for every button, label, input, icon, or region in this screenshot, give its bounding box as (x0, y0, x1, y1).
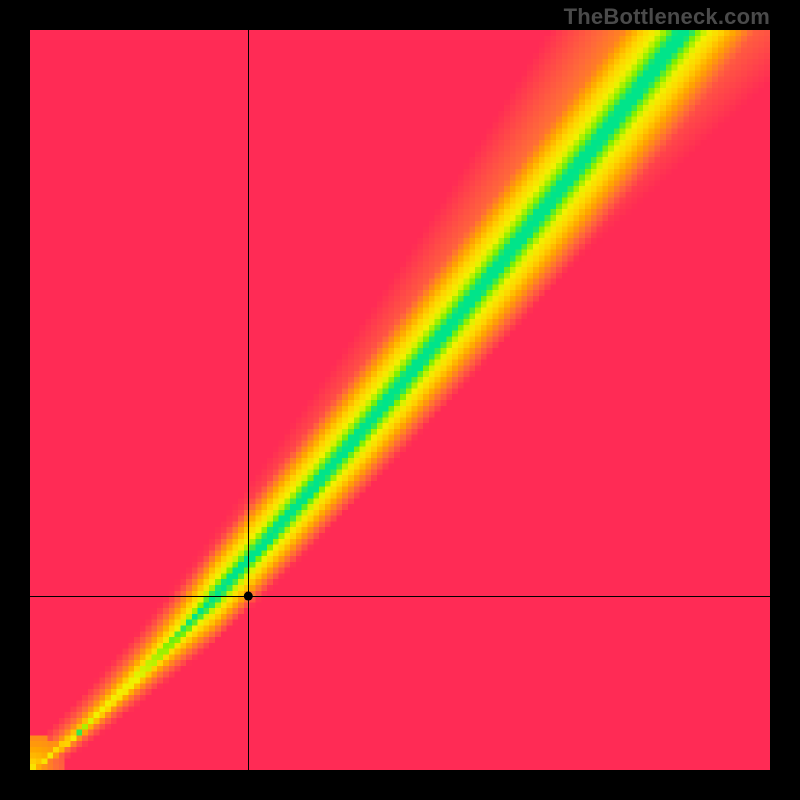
watermark-text: TheBottleneck.com (564, 4, 770, 30)
chart-container: { "watermark": { "text": "TheBottleneck.… (0, 0, 800, 800)
crosshair-overlay (30, 30, 770, 770)
